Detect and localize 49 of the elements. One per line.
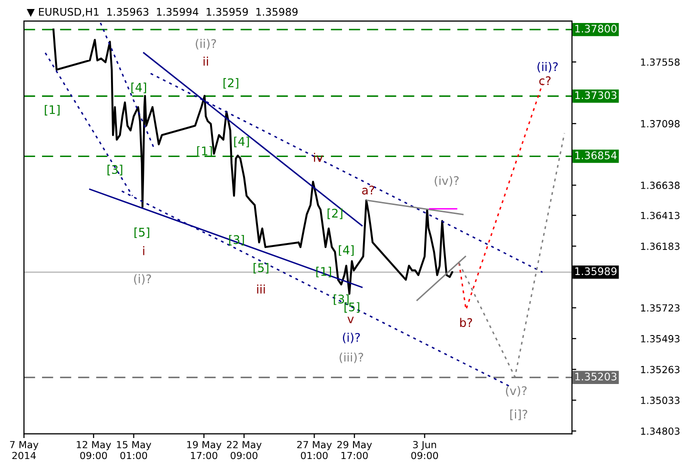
annotation: [1] (44, 104, 60, 116)
annotation: [5] (134, 228, 150, 238)
x-tick-label: 22 May 09:00 (226, 440, 262, 460)
annotation: (ii)? (538, 62, 558, 73)
chart-title: ▼ EURUSD,H1 1.35963 1.35994 1.35959 1.35989 (26, 8, 298, 17)
annotation: v (347, 316, 354, 324)
x-tick-label: 12 May 09:00 (76, 440, 112, 460)
y-tick-label: 1.35263 (641, 366, 680, 374)
x-tick-label: 7 May 2014 (10, 441, 38, 460)
annotation: [2] (328, 208, 342, 220)
y-tick-label: 1.37098 (641, 120, 680, 128)
y-tick-label: 1.36413 (641, 212, 680, 220)
annotation: ii (204, 56, 208, 66)
x-tick-label: 15 May 01:00 (116, 441, 152, 460)
annotation: c? (539, 76, 551, 86)
annotation: [2] (224, 78, 238, 89)
annotation: (v)? (506, 386, 527, 397)
ref-line-label: 1.37800 (575, 24, 617, 33)
annotation: (iii)? (340, 352, 364, 364)
annotation: iii (257, 284, 265, 294)
annotation: i (143, 246, 144, 256)
annotation: (i)? (134, 274, 152, 285)
annotation: [1] (197, 146, 212, 157)
y-tick-label: 1.36638 (641, 182, 680, 190)
y-tick-label: 1.35723 (641, 304, 680, 312)
annotation: [4] (338, 245, 354, 256)
y-tick-label: 1.35493 (641, 335, 680, 342)
annotation: [5] (254, 263, 268, 274)
annotation: (iv)? (434, 176, 459, 186)
annotation: [4] (234, 136, 249, 148)
ref-line-label: 1.37303 (575, 91, 616, 100)
ref-line-label: 1.36854 (575, 151, 617, 160)
x-tick-label: 29 May 17:00 (337, 440, 372, 460)
ref-line-label: 1.35989 (575, 267, 617, 276)
x-tick-label: 3 Jun 09:00 (411, 440, 438, 460)
annotation: [3] (108, 164, 122, 176)
y-tick-label: 1.35033 (641, 396, 680, 404)
x-tick-label: 19 May 17:00 (187, 440, 222, 460)
y-tick-label: 1.37558 (641, 58, 680, 66)
annotation: a? (362, 186, 374, 195)
annotation: b? (460, 318, 472, 328)
annotation: (ii)? (196, 38, 216, 50)
annotation: (i)? (342, 332, 360, 344)
annotation: [i]? (510, 410, 528, 420)
y-tick-label: 1.36183 (641, 242, 680, 250)
ref-line-label: 1.35203 (575, 372, 616, 380)
y-tick-label: 1.34803 (641, 427, 680, 435)
annotation: [4] (131, 82, 146, 94)
x-tick-label: 27 May 01:00 (297, 440, 332, 460)
